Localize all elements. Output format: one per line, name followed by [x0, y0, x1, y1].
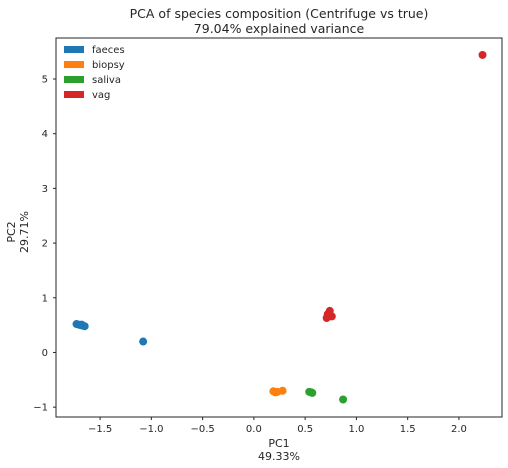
- x-tick-label: 0.0: [246, 424, 262, 435]
- y-tick-label: 5: [42, 75, 48, 86]
- x-tick-label: 0.5: [297, 424, 313, 435]
- legend-swatch-faeces: [64, 46, 84, 53]
- y-tick-label: 4: [42, 129, 48, 140]
- x-tick-label: −0.5: [190, 424, 214, 435]
- x-axis-ticks: −1.5 −1.0 −0.5 0.0 0.5 1.0 1.5 2.0: [88, 417, 467, 435]
- y-tick-label: 0: [42, 348, 48, 359]
- legend: faeces biopsy saliva vag: [64, 45, 125, 101]
- x-tick-label: −1.5: [88, 424, 112, 435]
- y-tick-label: 1: [42, 293, 48, 304]
- data-point-saliva: [339, 395, 348, 404]
- x-tick-label: 1.0: [348, 424, 364, 435]
- legend-label-biopsy: biopsy: [92, 60, 125, 71]
- y-axis-label-variance: 29.71%: [18, 211, 31, 253]
- data-point-saliva: [307, 388, 316, 397]
- legend-swatch-biopsy: [64, 61, 84, 68]
- legend-label-vag: vag: [92, 90, 110, 101]
- y-tick-label: −1: [33, 403, 48, 414]
- x-axis-label: PC1: [268, 437, 289, 450]
- legend-label-saliva: saliva: [92, 75, 121, 86]
- x-tick-label: 2.0: [451, 424, 467, 435]
- plot-area-frame: [55, 37, 503, 418]
- chart-title: PCA of species composition (Centrifuge v…: [129, 6, 429, 21]
- data-points: [72, 50, 487, 404]
- y-tick-label: 3: [42, 184, 48, 195]
- data-point-biopsy: [278, 386, 287, 395]
- x-tick-label: 1.5: [400, 424, 416, 435]
- data-point-vag: [323, 310, 332, 319]
- legend-swatch-saliva: [64, 76, 84, 83]
- data-point-faeces: [80, 322, 89, 331]
- x-tick-label: −1.0: [139, 424, 163, 435]
- x-axis-label-variance: 49.33%: [258, 450, 300, 463]
- y-axis-ticks: −1 0 1 2 3 4 5: [33, 75, 56, 414]
- data-point-vag: [478, 50, 487, 59]
- data-point-faeces: [139, 337, 148, 346]
- legend-swatch-vag: [64, 91, 84, 98]
- y-axis-label: PC2: [5, 221, 18, 242]
- legend-label-faeces: faeces: [92, 45, 125, 56]
- chart-subtitle: 79.04% explained variance: [193, 21, 365, 36]
- y-tick-label: 2: [42, 239, 48, 250]
